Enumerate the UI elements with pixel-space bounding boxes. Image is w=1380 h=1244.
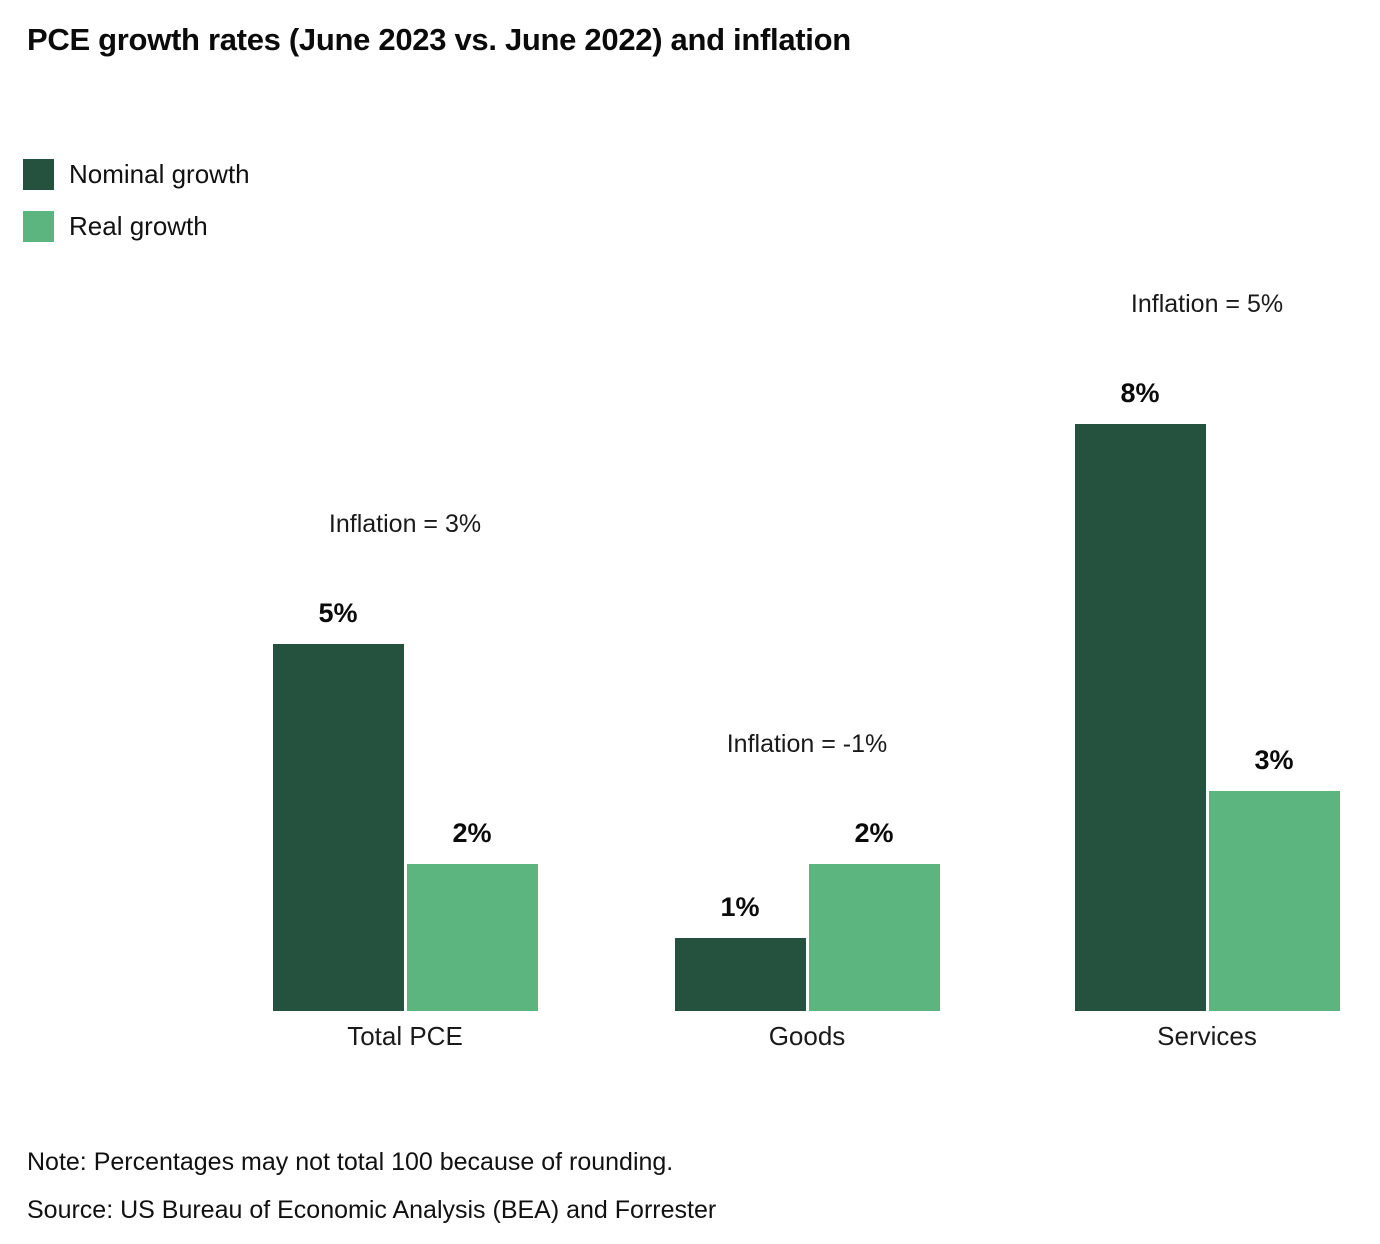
real-growth-value-label-services: 3% — [1254, 744, 1294, 775]
legend-item-real-growth: Real growth — [23, 211, 250, 242]
legend-label-nominal-growth: Nominal growth — [69, 159, 250, 189]
legend-item-nominal-growth: Nominal growth — [23, 159, 250, 190]
nominal-growth-bar-services — [1074, 423, 1206, 1011]
real-growth-bar-goods — [808, 864, 940, 1011]
note-text: Note: Percentages may not total 100 beca… — [27, 1148, 674, 1176]
nominal-growth-bar-goods — [674, 937, 806, 1011]
nominal-growth-swatch — [23, 159, 54, 190]
legend: Nominal growth Real growth — [23, 159, 250, 242]
inflation-annotation-total-pce: Inflation = 3% — [328, 510, 482, 538]
nominal-growth-value-label-total-pce: 5% — [318, 598, 358, 628]
nominal-growth-value-label-goods: 1% — [720, 891, 760, 922]
inflation-annotation-services: Inflation = 5% — [1130, 289, 1284, 318]
category-label-services: Services — [1157, 1021, 1257, 1051]
real-growth-bar-total-pce — [406, 864, 538, 1011]
category-label-goods: Goods — [768, 1021, 846, 1051]
legend-label-real-growth: Real growth — [69, 211, 208, 241]
real-growth-value-label-goods: 2% — [854, 818, 894, 849]
nominal-growth-value-label-services: 8% — [1120, 377, 1160, 408]
real-growth-value-label-total-pce: 2% — [452, 818, 492, 849]
nominal-growth-bar-total-pce — [272, 644, 404, 1011]
inflation-annotation-goods: Inflation = -1% — [726, 730, 888, 759]
chart-title: PCE growth rates (June 2023 vs. June 202… — [27, 22, 851, 57]
source-text: Source: US Bureau of Economic Analysis (… — [27, 1196, 717, 1224]
category-label-total-pce: Total PCE — [347, 1021, 463, 1051]
real-growth-swatch — [23, 211, 54, 242]
real-growth-bar-services — [1208, 790, 1340, 1011]
